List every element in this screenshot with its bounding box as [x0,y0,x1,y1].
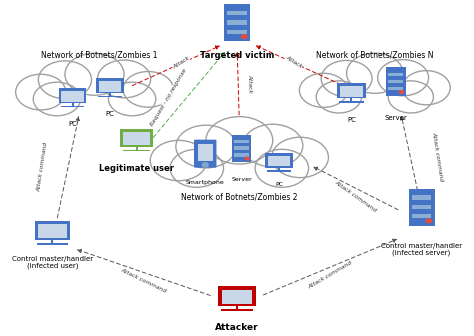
FancyBboxPatch shape [409,188,435,226]
FancyBboxPatch shape [232,134,251,162]
Circle shape [402,71,450,105]
Text: Attack: Attack [172,56,190,70]
FancyBboxPatch shape [59,88,86,103]
FancyBboxPatch shape [411,214,431,218]
Circle shape [243,124,303,167]
Circle shape [202,163,208,167]
FancyBboxPatch shape [411,195,431,200]
Circle shape [242,35,247,38]
Text: Attack: Attack [284,55,303,70]
Text: Network of Botnets/Zombies N: Network of Botnets/Zombies N [316,51,434,60]
Text: (infected user): (infected user) [27,262,78,269]
Text: Attack command: Attack command [431,131,444,181]
FancyBboxPatch shape [61,91,84,102]
Text: Attack command: Attack command [120,267,167,294]
FancyBboxPatch shape [337,83,366,98]
FancyBboxPatch shape [227,11,247,15]
Circle shape [176,125,236,168]
Text: Network of Botnets/Zombies 1: Network of Botnets/Zombies 1 [41,51,157,60]
Circle shape [426,219,431,223]
FancyBboxPatch shape [198,144,213,162]
Circle shape [123,72,173,107]
FancyBboxPatch shape [388,87,403,90]
FancyBboxPatch shape [268,156,291,166]
FancyBboxPatch shape [96,79,124,93]
FancyBboxPatch shape [267,170,291,172]
Text: Attacker: Attacker [215,324,259,332]
FancyBboxPatch shape [219,286,255,306]
Circle shape [346,53,403,93]
Text: Attack command: Attack command [308,260,353,290]
Circle shape [170,149,224,187]
FancyBboxPatch shape [99,81,121,92]
FancyBboxPatch shape [37,243,67,245]
Text: Targeted victim: Targeted victim [200,51,274,60]
FancyBboxPatch shape [98,96,122,97]
FancyBboxPatch shape [386,68,406,96]
Text: PC: PC [275,182,283,187]
Circle shape [300,73,347,108]
FancyBboxPatch shape [160,169,319,181]
Text: (infected server): (infected server) [392,249,451,256]
FancyBboxPatch shape [234,146,249,150]
FancyBboxPatch shape [61,106,84,107]
FancyBboxPatch shape [234,153,249,157]
Text: Smartphone: Smartphone [186,180,225,185]
Circle shape [388,81,433,113]
Text: Control master/handler: Control master/handler [12,256,93,262]
Circle shape [33,82,81,116]
Text: PC: PC [68,121,77,127]
FancyBboxPatch shape [308,98,442,108]
Circle shape [400,91,403,93]
Circle shape [255,149,309,187]
Circle shape [65,53,124,95]
FancyBboxPatch shape [221,309,253,311]
FancyBboxPatch shape [222,290,252,304]
Circle shape [38,61,91,99]
FancyBboxPatch shape [388,73,403,76]
FancyBboxPatch shape [194,140,217,168]
Circle shape [109,82,156,116]
Text: PC: PC [347,117,356,123]
Text: Attack command: Attack command [36,142,49,192]
Text: Legitimate user: Legitimate user [99,164,174,173]
FancyBboxPatch shape [388,80,403,83]
Text: Attack command: Attack command [334,180,377,213]
FancyBboxPatch shape [38,224,67,238]
FancyBboxPatch shape [120,129,153,147]
Text: Server: Server [231,177,252,182]
FancyBboxPatch shape [234,139,249,143]
FancyBboxPatch shape [265,153,293,168]
FancyBboxPatch shape [339,101,364,102]
Circle shape [16,74,66,110]
Text: Control master/handler: Control master/handler [381,243,462,249]
Circle shape [150,140,207,181]
FancyBboxPatch shape [25,100,164,110]
Text: Network of Botnets/Zombies 2: Network of Botnets/Zombies 2 [181,192,298,201]
Text: Server: Server [384,115,407,121]
Circle shape [378,59,428,96]
FancyBboxPatch shape [35,221,70,240]
FancyBboxPatch shape [339,86,364,97]
Circle shape [316,81,362,113]
Circle shape [98,60,151,98]
Circle shape [245,157,249,160]
FancyBboxPatch shape [227,30,247,34]
FancyBboxPatch shape [227,20,247,25]
Circle shape [321,60,372,96]
FancyBboxPatch shape [224,4,250,41]
Circle shape [206,117,273,164]
Text: Attack: Attack [247,74,253,93]
Text: Request - no response: Request - no response [149,68,187,127]
Text: PC: PC [106,111,114,117]
Circle shape [272,137,328,178]
FancyBboxPatch shape [123,132,150,145]
FancyBboxPatch shape [411,205,431,209]
FancyBboxPatch shape [123,150,150,152]
